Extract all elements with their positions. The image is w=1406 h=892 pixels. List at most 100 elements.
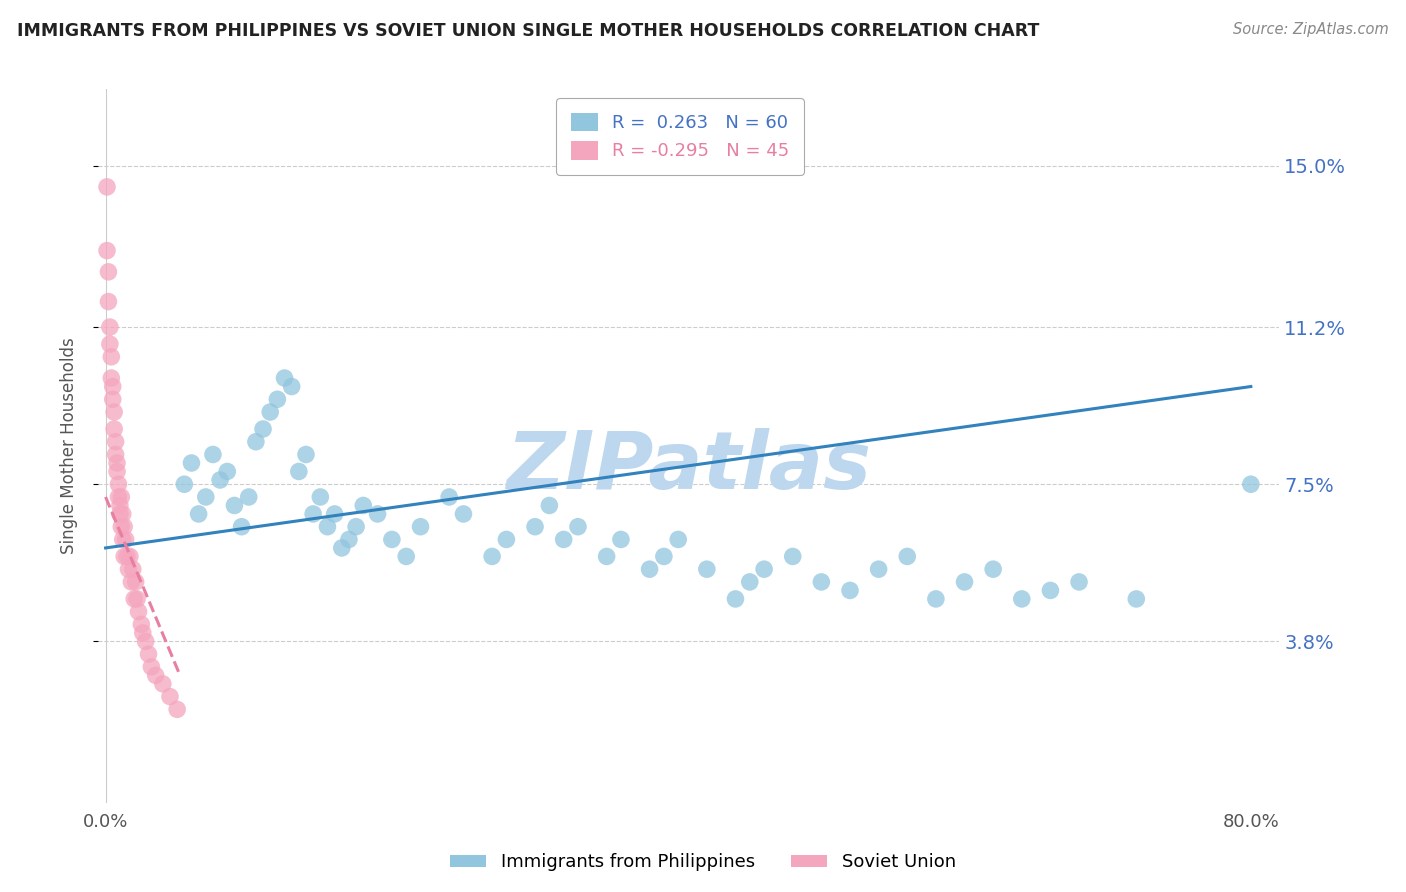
Point: [159, 690, 181, 704]
Point: [128, 605, 150, 619]
Point: [610, 533, 633, 547]
Point: [105, 456, 128, 470]
Y-axis label: Single Mother Households: Single Mother Households: [59, 338, 77, 554]
Point: [111, 507, 134, 521]
Point: [110, 519, 132, 533]
Point: [981, 562, 1004, 576]
Point: [117, 562, 139, 576]
Point: [97, 294, 120, 309]
Point: [652, 549, 675, 564]
Point: [839, 583, 862, 598]
Point: [309, 490, 332, 504]
Legend: R =  0.263   N = 60, R = -0.295   N = 45: R = 0.263 N = 60, R = -0.295 N = 45: [557, 98, 804, 175]
Point: [666, 533, 689, 547]
Point: [330, 541, 353, 555]
Point: [352, 499, 374, 513]
Point: [108, 499, 131, 513]
Point: [103, 422, 125, 436]
Point: [381, 533, 404, 547]
Point: [259, 405, 281, 419]
Point: [111, 533, 134, 547]
Point: [121, 562, 143, 576]
Point: [231, 519, 253, 533]
Text: IMMIGRANTS FROM PHILIPPINES VS SOVIET UNION SINGLE MOTHER HOUSEHOLDS CORRELATION: IMMIGRANTS FROM PHILIPPINES VS SOVIET UN…: [17, 22, 1039, 40]
Point: [103, 405, 125, 419]
Point: [481, 549, 503, 564]
Point: [141, 660, 163, 674]
Point: [122, 591, 145, 606]
Point: [953, 574, 976, 589]
Point: [112, 549, 135, 564]
Point: [245, 434, 267, 449]
Point: [131, 617, 153, 632]
Point: [194, 490, 217, 504]
Point: [132, 626, 155, 640]
Point: [273, 371, 295, 385]
Point: [145, 668, 167, 682]
Point: [217, 465, 239, 479]
Point: [96, 244, 118, 258]
Point: [112, 519, 135, 533]
Legend: Immigrants from Philippines, Soviet Union: Immigrants from Philippines, Soviet Unio…: [443, 847, 963, 879]
Point: [1125, 591, 1147, 606]
Point: [344, 519, 367, 533]
Point: [107, 490, 129, 504]
Point: [101, 379, 124, 393]
Point: [100, 350, 122, 364]
Point: [104, 448, 127, 462]
Point: [437, 490, 460, 504]
Point: [266, 392, 288, 407]
Point: [696, 562, 718, 576]
Point: [896, 549, 918, 564]
Point: [567, 519, 589, 533]
Point: [323, 507, 346, 521]
Point: [98, 337, 121, 351]
Point: [280, 379, 302, 393]
Point: [96, 180, 118, 194]
Point: [595, 549, 617, 564]
Point: [288, 465, 311, 479]
Point: [224, 499, 246, 513]
Point: [108, 507, 131, 521]
Point: [115, 549, 138, 564]
Point: [187, 507, 209, 521]
Point: [107, 477, 129, 491]
Point: [752, 562, 775, 576]
Point: [738, 574, 761, 589]
Point: [120, 574, 142, 589]
Point: [173, 477, 195, 491]
Point: [638, 562, 661, 576]
Point: [868, 562, 890, 576]
Point: [724, 591, 747, 606]
Point: [1011, 591, 1033, 606]
Point: [337, 533, 360, 547]
Point: [125, 591, 148, 606]
Point: [114, 533, 136, 547]
Point: [166, 702, 188, 716]
Point: [409, 519, 432, 533]
Point: [316, 519, 339, 533]
Point: [110, 490, 132, 504]
Point: [201, 448, 224, 462]
Point: [367, 507, 389, 521]
Point: [553, 533, 575, 547]
Point: [97, 265, 120, 279]
Point: [538, 499, 561, 513]
Point: [453, 507, 475, 521]
Point: [1067, 574, 1090, 589]
Text: ZIPatlas: ZIPatlas: [506, 428, 872, 507]
Point: [135, 634, 157, 648]
Point: [810, 574, 832, 589]
Point: [100, 371, 122, 385]
Point: [495, 533, 517, 547]
Point: [295, 448, 318, 462]
Point: [1240, 477, 1263, 491]
Point: [124, 574, 146, 589]
Point: [105, 465, 128, 479]
Point: [104, 434, 127, 449]
Point: [395, 549, 418, 564]
Point: [118, 549, 141, 564]
Point: [152, 677, 174, 691]
Point: [209, 473, 232, 487]
Point: [252, 422, 274, 436]
